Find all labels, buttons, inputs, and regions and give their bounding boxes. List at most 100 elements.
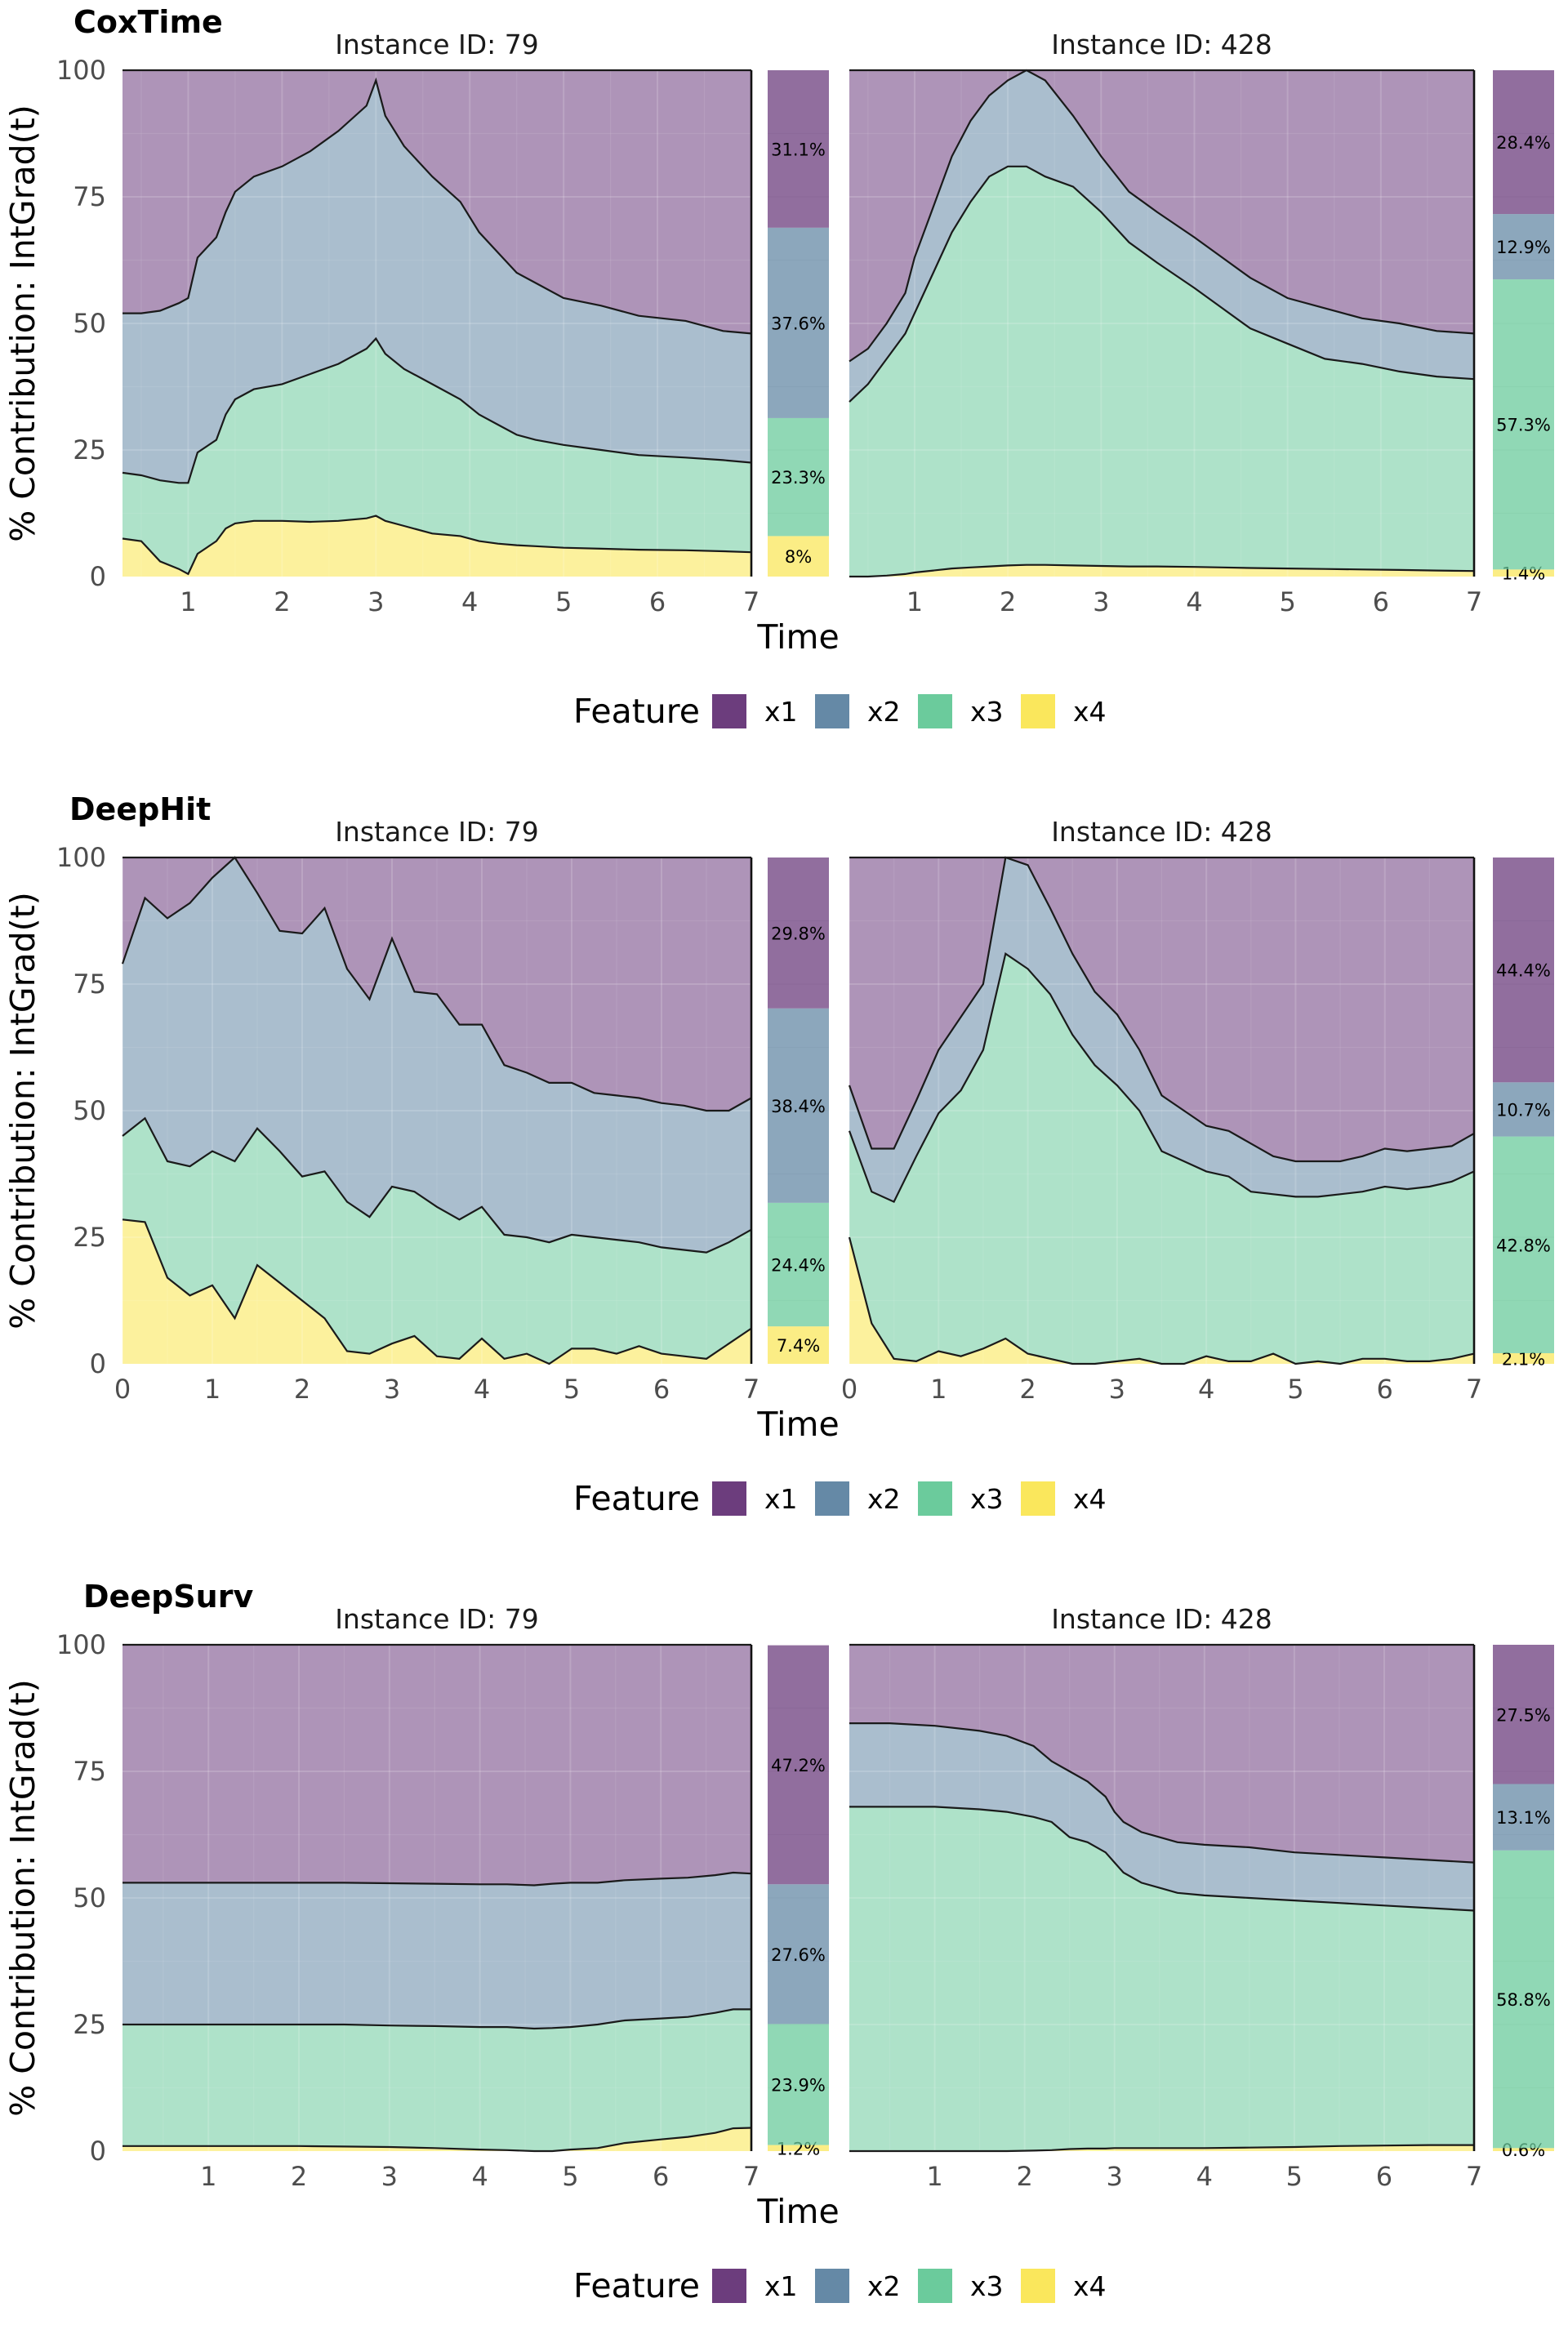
x-tick-label: 1 xyxy=(906,586,923,617)
legend-swatch-x2 xyxy=(815,2269,849,2303)
share-label-x2: 13.1% xyxy=(1496,1808,1551,1828)
x-tick-label: 7 xyxy=(743,1374,760,1405)
area-x1 xyxy=(849,858,1474,1161)
legend-swatch-x4 xyxy=(1021,694,1055,728)
facet-strip-label: Instance ID: 428 xyxy=(1051,29,1272,60)
x-tick-label: 3 xyxy=(1107,2161,1123,2192)
y-tick-label: 0 xyxy=(90,561,106,592)
area-x4 xyxy=(122,515,751,577)
share-segment-x3 xyxy=(1493,279,1554,570)
legend-swatch-x4 xyxy=(1021,2269,1055,2303)
panel-2 xyxy=(849,1643,1476,2153)
x-tick-label: 5 xyxy=(564,1374,580,1405)
share-bar: 7.4% 24.4% 38.4% 29.8% xyxy=(768,858,829,1364)
x-tick-label: 4 xyxy=(461,586,478,617)
boundary-x3 xyxy=(849,1806,1475,1912)
y-tick-label: 100 xyxy=(56,842,106,873)
x-axis-label: Time xyxy=(756,2192,839,2231)
share-segment-x1 xyxy=(768,858,829,1009)
x-tick-label: 6 xyxy=(1377,1374,1393,1405)
x-tick-label: 6 xyxy=(649,586,666,617)
boundary-x4 xyxy=(122,514,752,576)
boundary-x4 xyxy=(122,2127,752,2153)
y-axis-label: % Contribution: IntGrad(t) xyxy=(3,1679,42,2116)
x-tick-label: 5 xyxy=(562,2161,578,2192)
x-tick-label: 2 xyxy=(294,1374,310,1405)
y-tick-label: 25 xyxy=(73,2009,106,2040)
area-x3 xyxy=(122,338,751,574)
share-segment-x4 xyxy=(768,536,829,577)
boundary-x2 xyxy=(849,1722,1475,1864)
y-tick-label: 0 xyxy=(90,1348,106,1379)
legend-label-x2: x2 xyxy=(867,696,901,728)
share-segment-x1 xyxy=(1493,858,1554,1083)
x-tick-label: 7 xyxy=(1466,2161,1482,2192)
share-label-x4: 8% xyxy=(785,547,812,567)
share-label-x1: 31.1% xyxy=(771,140,826,159)
x-tick-label: 6 xyxy=(1376,2161,1392,2192)
y-axis-label: % Contribution: IntGrad(t) xyxy=(3,892,42,1329)
panel-1 xyxy=(122,69,753,577)
x-tick-label: 3 xyxy=(381,2161,398,2192)
y-tick-label: 100 xyxy=(56,55,106,86)
share-segment-x4 xyxy=(768,1326,829,1364)
area-x2 xyxy=(849,1723,1474,1911)
share-label-x1: 47.2% xyxy=(771,1756,826,1775)
panel-2 xyxy=(848,856,1476,1365)
x-tick-label: 4 xyxy=(1186,586,1202,617)
x-tick-label: 2 xyxy=(274,586,290,617)
x-tick-label: 4 xyxy=(474,1374,490,1405)
boundary-x3 xyxy=(849,165,1475,403)
area-x2 xyxy=(849,70,1474,403)
area-x2 xyxy=(122,858,751,1253)
plot-title: DeepSurv xyxy=(83,1579,253,1615)
panel-1 xyxy=(122,1643,753,2153)
x-tick-label: 4 xyxy=(471,2161,488,2192)
share-segment-x2 xyxy=(1493,1784,1554,1851)
x-tick-label: 3 xyxy=(368,586,384,617)
legend-title: Feature xyxy=(573,1479,700,1518)
area-x1 xyxy=(122,858,751,1111)
boundary-x3 xyxy=(122,1116,752,1254)
area-x4 xyxy=(122,1219,751,1364)
legend-label-x1: x1 xyxy=(764,2270,798,2302)
share-label-x1: 27.5% xyxy=(1496,1705,1551,1725)
area-x3 xyxy=(122,1118,751,1364)
area-x4 xyxy=(849,564,1474,577)
share-segment-x1 xyxy=(1493,70,1554,215)
area-x1 xyxy=(849,70,1474,362)
share-segment-x3 xyxy=(768,1202,829,1327)
x-tick-label: 6 xyxy=(653,1374,670,1405)
x-tick-label: 4 xyxy=(1198,1374,1214,1405)
facet-strip-label: Instance ID: 79 xyxy=(335,816,539,848)
x-tick-label: 4 xyxy=(1196,2161,1213,2192)
panel-1 xyxy=(121,856,753,1365)
facet-strip-label: Instance ID: 79 xyxy=(335,1603,539,1635)
x-tick-label: 0 xyxy=(841,1374,858,1405)
area-x2 xyxy=(122,80,751,483)
share-segment-x1 xyxy=(768,1645,829,1885)
share-segment-x2 xyxy=(768,1008,829,1203)
legend-label-x2: x2 xyxy=(867,2270,901,2302)
area-x2 xyxy=(849,858,1474,1202)
legend-label-x3: x3 xyxy=(970,2270,1004,2302)
area-x2 xyxy=(122,1873,751,2029)
legend-label-x1: x1 xyxy=(764,1483,798,1515)
legend: Feature x1 x2 x3 x4 xyxy=(573,1479,1107,1518)
x-tick-label: 3 xyxy=(1109,1374,1125,1405)
x-tick-label: 7 xyxy=(1466,586,1482,617)
legend-swatch-x3 xyxy=(918,2269,952,2303)
share-label-x2: 27.6% xyxy=(771,1945,826,1965)
y-tick-label: 50 xyxy=(73,1095,106,1126)
share-segment-x2 xyxy=(768,227,829,418)
x-axis-label: Time xyxy=(756,617,839,657)
area-x1 xyxy=(849,1645,1474,1863)
share-label-x2: 37.6% xyxy=(771,314,826,333)
share-bar: 1.2%23.9%27.6%47.2% xyxy=(768,1645,829,2158)
share-label-x3: 42.8% xyxy=(1496,1236,1551,1255)
share-segment-x2 xyxy=(768,1884,829,2025)
share-segment-x2 xyxy=(1493,214,1554,280)
share-segment-x3 xyxy=(1493,1136,1554,1353)
x-tick-label: 5 xyxy=(1286,2161,1303,2192)
